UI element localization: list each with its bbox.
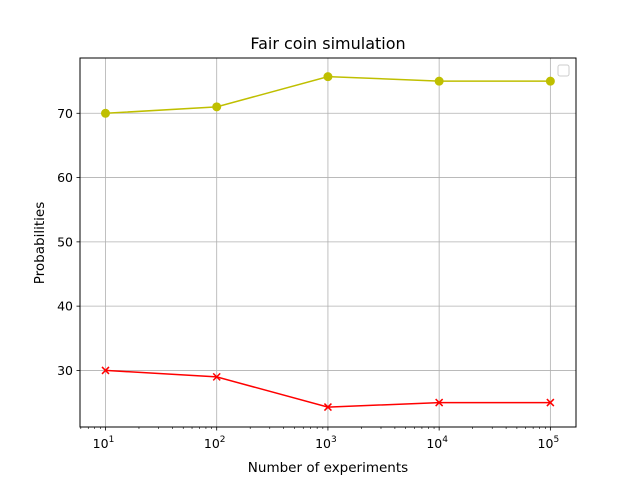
series-1-point xyxy=(545,76,555,86)
chart-title: Fair coin simulation xyxy=(250,34,405,53)
series-1-point xyxy=(434,76,444,86)
series-1-point xyxy=(100,108,110,118)
series-layer xyxy=(100,72,555,412)
series-2-point xyxy=(212,372,221,381)
x-tick-label: 102 xyxy=(204,435,226,451)
y-tick-label: 30 xyxy=(57,363,73,378)
x-tick-label: 105 xyxy=(538,435,560,451)
x-axis-label: Number of experiments xyxy=(248,460,408,476)
x-tick-label: 101 xyxy=(93,435,115,451)
series-1-point xyxy=(212,102,222,112)
series-2-point xyxy=(546,398,555,407)
x-tick-label: 104 xyxy=(426,435,448,451)
y-tick-label: 70 xyxy=(57,106,73,121)
grid xyxy=(80,58,576,427)
series-1-point xyxy=(323,72,333,82)
legend-box xyxy=(557,64,570,77)
x-tick-label: 103 xyxy=(315,435,337,451)
y-tick-label: 40 xyxy=(57,299,73,314)
y-axis-label: Probabilities xyxy=(32,202,48,284)
series-2-point xyxy=(101,366,110,375)
y-tick-label: 60 xyxy=(57,170,73,185)
series-2-point xyxy=(323,403,332,412)
series-2-point xyxy=(435,398,444,407)
x-axis: 101 102 103 104 105 xyxy=(80,427,560,451)
y-tick-label: 50 xyxy=(57,234,73,249)
y-axis: 30 40 50 60 70 xyxy=(57,106,80,378)
